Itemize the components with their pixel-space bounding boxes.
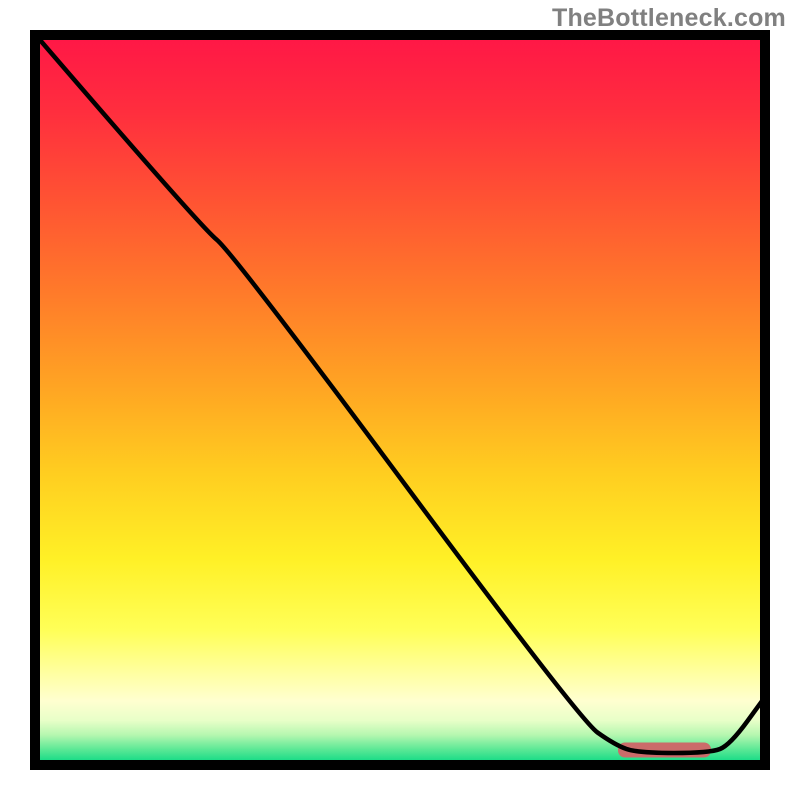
- chart-container: TheBottleneck.com: [0, 0, 800, 800]
- bottleneck-chart: [0, 0, 800, 800]
- watermark-text: TheBottleneck.com: [552, 4, 786, 33]
- plot-background: [40, 40, 760, 760]
